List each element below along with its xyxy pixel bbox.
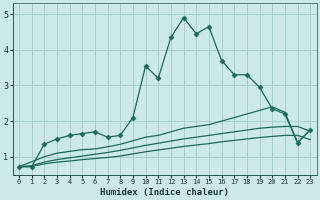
X-axis label: Humidex (Indice chaleur): Humidex (Indice chaleur) bbox=[100, 188, 229, 197]
